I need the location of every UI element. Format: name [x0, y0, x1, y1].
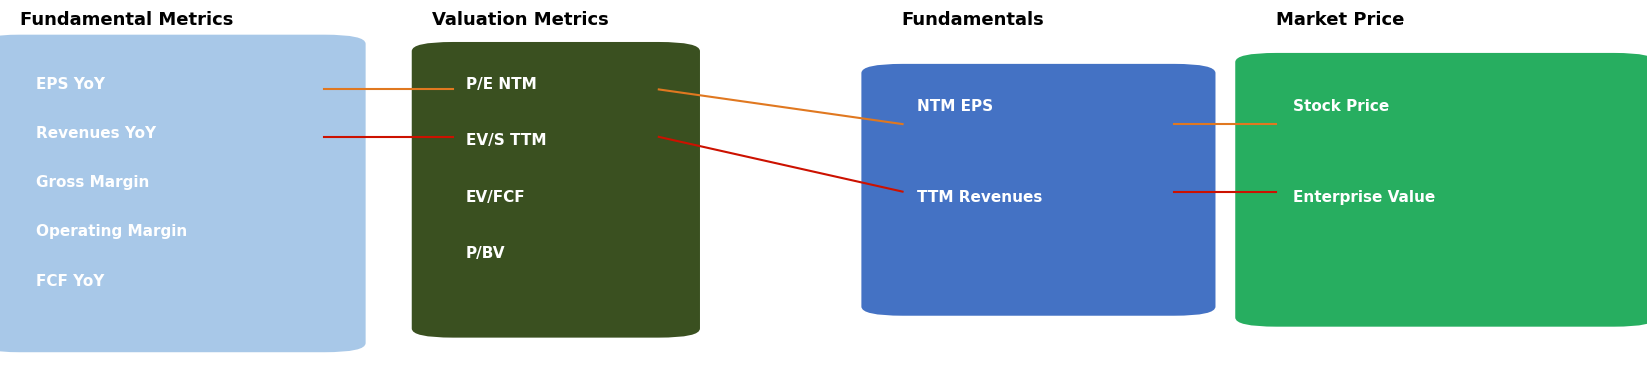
Text: Valuation Metrics: Valuation Metrics: [432, 11, 608, 29]
FancyBboxPatch shape: [861, 64, 1215, 316]
Text: Stock Price: Stock Price: [1293, 99, 1388, 114]
Text: EV/FCF: EV/FCF: [466, 190, 525, 205]
Text: TTM Revenues: TTM Revenues: [917, 190, 1043, 205]
Text: Market Price: Market Price: [1276, 11, 1405, 29]
Text: Revenues YoY: Revenues YoY: [36, 126, 156, 141]
Text: Enterprise Value: Enterprise Value: [1293, 190, 1435, 205]
Text: P/BV: P/BV: [466, 246, 506, 261]
FancyBboxPatch shape: [412, 42, 700, 338]
Text: FCF YoY: FCF YoY: [36, 274, 105, 289]
Text: Fundamental Metrics: Fundamental Metrics: [20, 11, 234, 29]
FancyBboxPatch shape: [0, 35, 366, 352]
Text: Gross Margin: Gross Margin: [36, 175, 150, 190]
FancyBboxPatch shape: [1235, 53, 1647, 327]
Text: P/E NTM: P/E NTM: [466, 77, 537, 92]
Text: EV/S TTM: EV/S TTM: [466, 133, 547, 148]
Text: Operating Margin: Operating Margin: [36, 224, 188, 239]
Text: NTM EPS: NTM EPS: [917, 99, 993, 114]
Text: Fundamentals: Fundamentals: [901, 11, 1044, 29]
Text: EPS YoY: EPS YoY: [36, 77, 105, 92]
